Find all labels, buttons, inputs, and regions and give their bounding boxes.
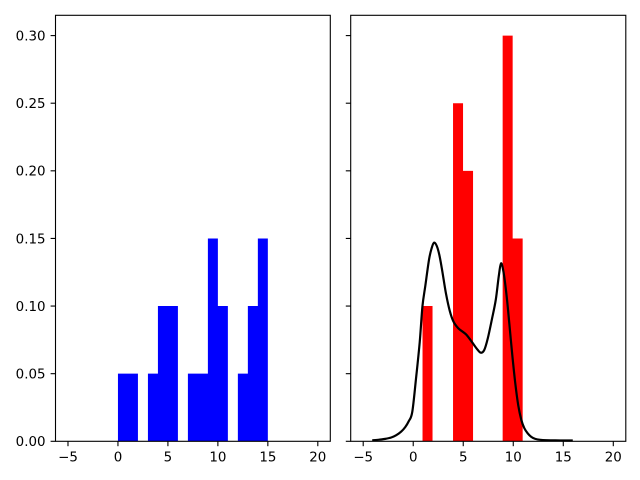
axes-frame bbox=[350, 14, 627, 442]
hist-bar-cluster bbox=[187, 238, 228, 442]
x-tick-label: 15 bbox=[259, 451, 276, 466]
y-tick-label: 0.00 bbox=[16, 435, 46, 450]
y-tick-label: 0.05 bbox=[16, 368, 46, 383]
axes-frame bbox=[54, 14, 331, 442]
y-tick-label: 0.10 bbox=[16, 300, 46, 315]
x-tick-label: 15 bbox=[555, 451, 572, 466]
hist-bar-cluster bbox=[453, 103, 474, 442]
x-tick-label: 0 bbox=[409, 451, 418, 466]
hist-bar-cluster bbox=[117, 373, 138, 442]
x-tick-label: 5 bbox=[459, 451, 468, 466]
axes-left: −5 0 5 10 15 20 0.00 0.05 0.10 0.15 0.20 0.25 0.30 bbox=[16, 14, 331, 466]
x-tick-label: −5 bbox=[353, 451, 373, 466]
y-tick-label: 0.30 bbox=[16, 30, 46, 45]
kde-curve bbox=[372, 241, 573, 442]
y-tick-label: 0.20 bbox=[16, 165, 46, 180]
x-tick-label: 5 bbox=[164, 451, 173, 466]
x-tick-label: 10 bbox=[209, 451, 226, 466]
hist-bar-cluster bbox=[237, 238, 268, 442]
x-tick-label: 10 bbox=[505, 451, 522, 466]
hist-bar-cluster bbox=[147, 306, 178, 442]
y-tick-label: 0.25 bbox=[16, 97, 46, 112]
y-tick-label: 0.15 bbox=[16, 232, 46, 247]
axes-right: −5 0 5 10 15 20 bbox=[345, 14, 627, 466]
x-tick-label: −5 bbox=[58, 451, 78, 466]
x-tick-label: 20 bbox=[309, 451, 326, 466]
hist-bar-cluster bbox=[502, 35, 523, 442]
x-tick-label: 0 bbox=[114, 451, 123, 466]
hist-bar-cluster bbox=[422, 306, 433, 442]
x-tick-label: 20 bbox=[605, 451, 622, 466]
